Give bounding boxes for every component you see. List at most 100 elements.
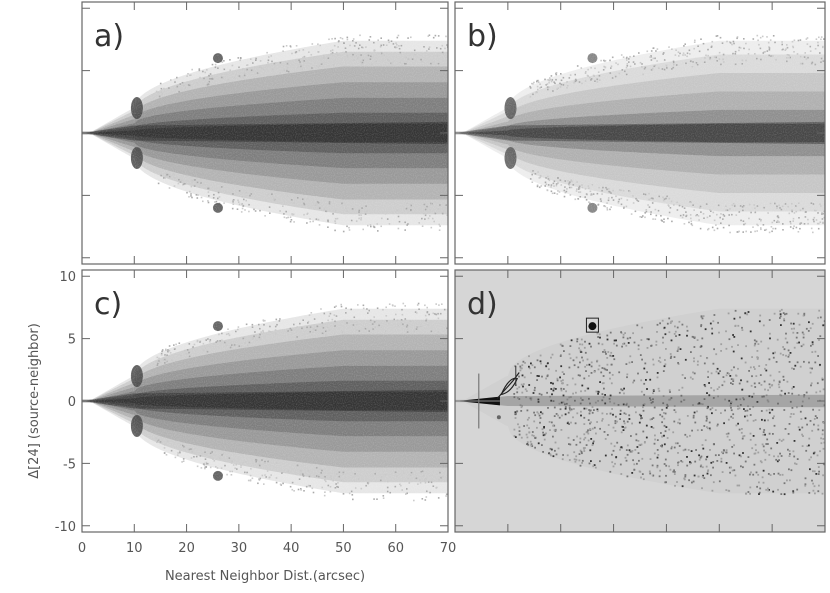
residual-point xyxy=(743,435,746,437)
residual-point xyxy=(730,401,733,404)
residual-point xyxy=(768,411,771,414)
residual-point xyxy=(768,358,771,361)
residual-point xyxy=(640,414,642,417)
residual-point xyxy=(749,408,751,410)
residual-point xyxy=(606,369,608,371)
residual-point xyxy=(783,319,786,322)
residual-point xyxy=(637,348,640,351)
residual-point xyxy=(658,390,661,392)
residual-point xyxy=(741,388,744,391)
residual-point xyxy=(606,357,609,359)
residual-point xyxy=(578,347,580,350)
residual-point xyxy=(604,402,607,405)
residual-point xyxy=(775,458,778,461)
residual-point xyxy=(694,460,697,463)
residual-point xyxy=(803,360,805,363)
residual-point xyxy=(710,387,713,389)
residual-point xyxy=(614,430,617,432)
residual-point xyxy=(664,430,667,433)
residual-point xyxy=(560,354,562,356)
residual-point xyxy=(652,390,655,392)
residual-point xyxy=(593,426,596,429)
residual-point xyxy=(646,338,649,340)
residual-point xyxy=(591,427,594,430)
residual-point xyxy=(726,435,729,438)
residual-point xyxy=(705,458,708,461)
speckle xyxy=(451,52,453,54)
residual-point xyxy=(747,311,750,313)
residual-point xyxy=(796,406,798,409)
y-tick-label: -10 xyxy=(55,520,76,535)
residual-point xyxy=(816,454,819,457)
residual-point xyxy=(729,471,731,474)
residual-point xyxy=(770,447,773,450)
residual-point xyxy=(534,446,536,449)
residual-point xyxy=(730,406,732,409)
residual-point xyxy=(577,366,580,369)
residual-point xyxy=(683,478,686,481)
residual-point xyxy=(651,464,654,467)
residual-point xyxy=(694,336,696,339)
residual-point xyxy=(525,396,527,399)
residual-point xyxy=(760,384,763,386)
residual-point xyxy=(650,345,652,347)
residual-point xyxy=(574,399,576,402)
residual-point xyxy=(670,397,673,399)
residual-point xyxy=(665,348,667,350)
residual-point xyxy=(604,438,607,440)
residual-point xyxy=(780,389,783,392)
residual-point xyxy=(713,348,715,351)
residual-point xyxy=(825,456,827,458)
residual-point xyxy=(635,433,638,436)
residual-point xyxy=(626,420,629,423)
residual-point xyxy=(604,394,606,396)
residual-point xyxy=(668,465,670,468)
residual-point xyxy=(819,390,822,393)
residual-point xyxy=(583,423,586,425)
residual-point xyxy=(795,463,798,465)
residual-point xyxy=(660,445,662,447)
residual-point xyxy=(590,372,593,374)
residual-point xyxy=(787,349,790,352)
residual-point xyxy=(609,354,612,357)
residual-point xyxy=(622,426,624,428)
residual-point xyxy=(684,358,687,361)
residual-point xyxy=(649,472,652,475)
residual-point xyxy=(794,364,797,367)
residual-point xyxy=(755,340,758,343)
residual-point xyxy=(803,394,806,396)
residual-point xyxy=(561,414,563,417)
residual-point xyxy=(587,419,590,421)
residual-point xyxy=(518,386,521,389)
residual-point xyxy=(590,438,593,440)
residual-point xyxy=(539,417,542,419)
residual-point xyxy=(744,312,747,315)
residual-point xyxy=(737,405,739,408)
residual-point xyxy=(580,450,583,453)
residual-point xyxy=(631,361,633,363)
residual-point xyxy=(597,400,599,402)
residual-point xyxy=(640,390,643,393)
residual-point xyxy=(579,464,582,467)
residual-point xyxy=(586,358,589,361)
residual-point xyxy=(743,398,745,401)
residual-point xyxy=(821,378,824,381)
residual-point xyxy=(537,401,540,403)
residual-point xyxy=(777,488,779,491)
residual-point xyxy=(646,347,649,349)
residual-point xyxy=(640,417,642,420)
residual-point xyxy=(677,421,679,424)
residual-point xyxy=(789,352,792,354)
residual-point xyxy=(789,400,792,403)
residual-point xyxy=(697,475,700,478)
residual-point xyxy=(638,443,641,446)
residual-point xyxy=(528,427,530,429)
residual-point xyxy=(692,480,695,483)
residual-box xyxy=(585,317,599,333)
residual-point xyxy=(789,415,792,418)
residual-point xyxy=(782,375,785,378)
residual-point xyxy=(699,355,702,357)
residual-point xyxy=(574,460,577,463)
residual-point xyxy=(587,429,589,432)
